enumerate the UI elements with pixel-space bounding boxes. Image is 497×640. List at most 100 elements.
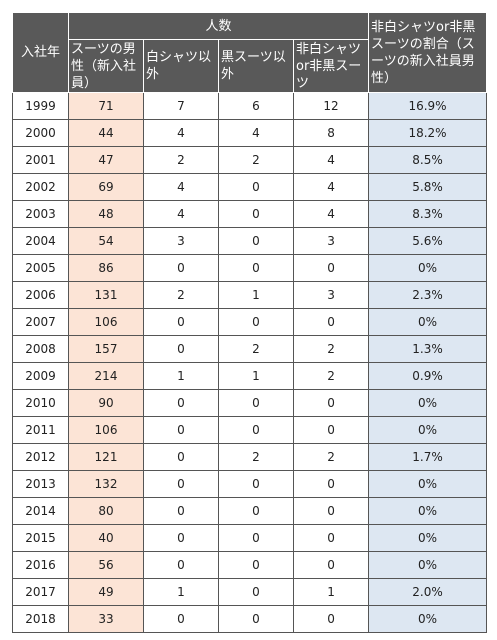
cell-non-white: 0: [143, 524, 219, 552]
cell-non-black: 0: [218, 605, 294, 633]
cell-non-black: 0: [218, 389, 294, 417]
table-row: 2011 106 0 0 0 0%: [12, 416, 488, 444]
cell-men: 157: [68, 335, 144, 363]
table-row: 2013 132 0 0 0 0%: [12, 470, 488, 498]
cell-non-white: 4: [143, 200, 219, 228]
cell-non-black: 0: [218, 227, 294, 255]
cell-non-black: 0: [218, 173, 294, 201]
table-row: 2014 80 0 0 0 0%: [12, 497, 488, 525]
cell-men: 47: [68, 146, 144, 174]
cell-either: 2: [292, 443, 370, 471]
cell-either: 8: [292, 119, 370, 147]
cell-non-white: 4: [143, 173, 219, 201]
header-row-top: 入社年 人数 非白シャツor非黒スーツの割合（スーツの新入社員男性）: [12, 12, 488, 93]
cell-non-black: 0: [218, 470, 294, 498]
cell-ratio: 5.6%: [368, 227, 488, 255]
table-row: 1999 71 7 6 12 16.9%: [12, 92, 488, 120]
cell-ratio: 0%: [368, 254, 488, 282]
cell-non-black: 2: [218, 146, 294, 174]
cell-non-black: 0: [218, 524, 294, 552]
cell-year: 2004: [12, 227, 69, 255]
cell-non-white: 0: [143, 308, 219, 336]
table-row: 2017 49 1 0 1 2.0%: [12, 578, 488, 606]
cell-non-white: 3: [143, 227, 219, 255]
cell-year: 2016: [12, 551, 69, 579]
cell-non-white: 0: [143, 254, 219, 282]
table-row: 2002 69 4 0 4 5.8%: [12, 173, 488, 201]
cell-non-black: 0: [218, 497, 294, 525]
cell-either: 4: [292, 173, 370, 201]
cell-ratio: 0.9%: [368, 362, 488, 390]
header-men-in-suits: スーツの男性（新入社員）: [68, 39, 144, 93]
cell-year: 2007: [12, 308, 69, 336]
cell-year: 2012: [12, 443, 69, 471]
header-year: 入社年: [12, 12, 69, 93]
cell-year: 2000: [12, 119, 69, 147]
cell-ratio: 1.7%: [368, 443, 488, 471]
cell-men: 80: [68, 497, 144, 525]
table-row: 2015 40 0 0 0 0%: [12, 524, 488, 552]
cell-non-white: 4: [143, 119, 219, 147]
cell-either: 0: [292, 470, 370, 498]
cell-men: 54: [68, 227, 144, 255]
cell-ratio: 0%: [368, 308, 488, 336]
cell-men: 214: [68, 362, 144, 390]
cell-non-white: 0: [143, 605, 219, 633]
cell-men: 69: [68, 173, 144, 201]
cell-year: 2005: [12, 254, 69, 282]
cell-either: 3: [292, 281, 370, 309]
cell-ratio: 8.3%: [368, 200, 488, 228]
cell-men: 121: [68, 443, 144, 471]
cell-non-white: 0: [143, 551, 219, 579]
cell-non-black: 1: [218, 281, 294, 309]
table-row: 2000 44 4 4 8 18.2%: [12, 119, 488, 147]
cell-year: 2015: [12, 524, 69, 552]
cell-men: 49: [68, 578, 144, 606]
cell-ratio: 8.5%: [368, 146, 488, 174]
table-row: 2018 33 0 0 0 0%: [12, 605, 488, 633]
cell-non-black: 4: [218, 119, 294, 147]
cell-non-black: 2: [218, 335, 294, 363]
table-row: 2001 47 2 2 4 8.5%: [12, 146, 488, 174]
header-people: 人数: [67, 12, 370, 40]
data-table-container: 入社年 人数 非白シャツor非黒スーツの割合（スーツの新入社員男性） スーツの男…: [12, 12, 488, 633]
cell-men: 40: [68, 524, 144, 552]
cell-men: 44: [68, 119, 144, 147]
cell-non-white: 0: [143, 335, 219, 363]
cell-ratio: 0%: [368, 524, 488, 552]
cell-men: 48: [68, 200, 144, 228]
header-ratio: 非白シャツor非黒スーツの割合（スーツの新入社員男性）: [368, 12, 488, 93]
cell-year: 2018: [12, 605, 69, 633]
cell-either: 1: [292, 578, 370, 606]
table-row: 2005 86 0 0 0 0%: [12, 254, 488, 282]
table-row: 2012 121 0 2 2 1.7%: [12, 443, 488, 471]
cell-non-black: 6: [218, 92, 294, 120]
table-row: 2008 157 0 2 2 1.3%: [12, 335, 488, 363]
cell-ratio: 1.3%: [368, 335, 488, 363]
cell-either: 3: [292, 227, 370, 255]
cell-men: 71: [68, 92, 144, 120]
cell-non-white: 2: [143, 281, 219, 309]
cell-non-black: 0: [218, 308, 294, 336]
cell-ratio: 0%: [368, 470, 488, 498]
cell-ratio: 0%: [368, 605, 488, 633]
cell-non-white: 1: [143, 362, 219, 390]
cell-ratio: 0%: [368, 497, 488, 525]
header-row-sub: スーツの男性（新入社員） 白シャツ以外 黒スーツ以外 非白シャツor非黒スーツ: [13, 39, 487, 93]
cell-either: 2: [292, 335, 370, 363]
table-row: 2009 214 1 1 2 0.9%: [12, 362, 488, 390]
cell-either: 2: [292, 362, 370, 390]
cell-non-black: 0: [218, 200, 294, 228]
table-row: 2007 106 0 0 0 0%: [12, 308, 488, 336]
cell-men: 90: [68, 389, 144, 417]
cell-either: 0: [292, 308, 370, 336]
cell-ratio: 2.3%: [368, 281, 488, 309]
cell-either: 0: [292, 497, 370, 525]
cell-either: 4: [292, 200, 370, 228]
cell-men: 33: [68, 605, 144, 633]
header-non-black-suit: 黒スーツ以外: [218, 39, 294, 93]
cell-either: 0: [292, 416, 370, 444]
cell-ratio: 0%: [368, 551, 488, 579]
recruit-attire-table: 入社年 人数 非白シャツor非黒スーツの割合（スーツの新入社員男性） スーツの男…: [12, 12, 488, 633]
cell-men: 106: [68, 308, 144, 336]
